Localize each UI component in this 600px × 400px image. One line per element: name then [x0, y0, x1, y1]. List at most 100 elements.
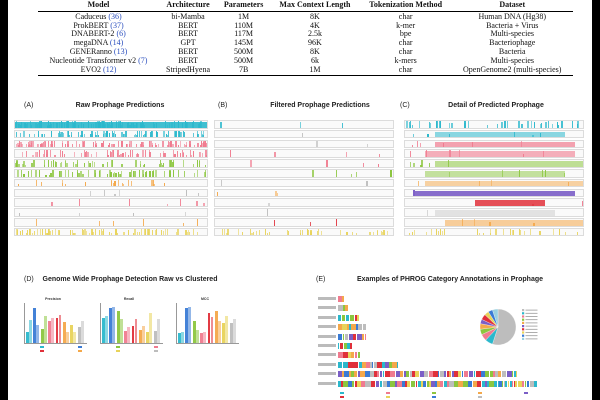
feature-mark [539, 231, 542, 236]
feature-mark [430, 228, 432, 236]
pie-legend-swatch [522, 331, 525, 334]
feature-mark [175, 130, 177, 138]
gene-segment [499, 380, 502, 387]
citation-link[interactable]: (13) [113, 46, 128, 56]
feature-mark [15, 131, 18, 138]
feature-mark [440, 229, 441, 236]
feature-mark [21, 151, 23, 157]
bar [70, 324, 74, 343]
feature-mark [490, 233, 492, 236]
feature-mark [84, 133, 86, 138]
cell-tokenization-text: bpe [399, 29, 412, 39]
feature-mark [90, 162, 92, 167]
cell-model-text: Nucleotide Transformer v2 [49, 55, 137, 65]
feature-mark [70, 131, 72, 138]
feature-mark [178, 145, 179, 148]
cell-dataset: Multi-species [452, 29, 574, 39]
feature-mark [141, 169, 144, 177]
feature-mark [30, 170, 33, 177]
gene-segment [345, 305, 348, 312]
feature-mark [430, 123, 432, 128]
gene-segment [352, 380, 355, 387]
citation-link[interactable]: (6) [116, 29, 126, 39]
feature-mark [106, 173, 109, 177]
cell-model: DNABERT-2 (6) [38, 29, 159, 39]
feature-mark [47, 228, 49, 236]
feature-mark [186, 231, 189, 236]
panel-b-letter: (B) [218, 102, 228, 109]
annotation-row [338, 343, 352, 349]
feature-mark [139, 164, 141, 167]
feature-mark [531, 120, 532, 128]
gene-segment [353, 361, 359, 368]
feature-mark [413, 162, 415, 167]
feature-mark [67, 169, 69, 177]
feature-mark [132, 171, 134, 177]
cell-tokenization: char [360, 47, 452, 57]
gene-segment [340, 380, 343, 387]
feature-mark [75, 164, 77, 167]
bar [210, 317, 214, 343]
gene-segment [409, 371, 413, 378]
feature-mark [152, 180, 155, 187]
gene-segment [351, 361, 354, 368]
citation-link[interactable]: (7) [138, 55, 148, 65]
gene-segment [354, 314, 357, 321]
citation-link[interactable]: (36) [108, 11, 122, 21]
feature-mark [383, 229, 385, 236]
gene-segment [357, 380, 361, 387]
feature-mark [100, 228, 102, 236]
feature-mark [65, 163, 68, 167]
annotation-row [338, 324, 366, 331]
genome-track [404, 159, 584, 168]
header-tokenization: Tokenization Method [359, 0, 452, 12]
citation-link[interactable]: (12) [103, 64, 117, 74]
feature-mark [118, 140, 119, 148]
genome-track [404, 169, 584, 178]
feature-mark [196, 218, 198, 226]
feature-mark [335, 219, 337, 226]
pie-legend-label [525, 328, 538, 330]
feature-mark [52, 169, 54, 177]
feature-mark [72, 230, 74, 236]
feature-mark [206, 153, 207, 157]
pie-legend-label [525, 319, 538, 321]
feature-mark [108, 132, 110, 138]
pie-legend-label [525, 309, 538, 311]
feature-mark [113, 143, 115, 148]
cell-architecture-text: BERT [178, 46, 199, 56]
feature-mark [24, 164, 26, 167]
legend-swatch [78, 346, 82, 348]
genome-track [214, 169, 394, 178]
gene-segment [390, 371, 396, 378]
feature-mark [106, 130, 109, 138]
feature-mark [138, 169, 140, 177]
gene-segment [417, 380, 421, 387]
citation-link[interactable]: (37) [110, 20, 124, 30]
genome-track [14, 159, 208, 168]
gene-segment [402, 380, 405, 387]
feature-mark [478, 232, 480, 236]
feature-mark [39, 229, 41, 236]
feature-mark [77, 161, 79, 167]
gene-segment [437, 380, 440, 387]
feature-mark [173, 150, 174, 157]
feature-mark [166, 135, 169, 138]
citation-link[interactable]: (14) [109, 38, 124, 48]
gene-segment [351, 371, 354, 378]
gene-segment [449, 371, 452, 378]
gene-segment [423, 371, 429, 378]
gene-segment [339, 343, 344, 349]
feature-mark [133, 213, 134, 216]
feature-mark [561, 120, 564, 128]
feature-mark [160, 163, 162, 167]
gene-segment [447, 380, 450, 387]
gene-segment [349, 371, 351, 378]
feature-mark [27, 170, 29, 177]
feature-mark [18, 143, 20, 148]
feature-mark [202, 130, 204, 138]
gene-segment [440, 380, 444, 387]
cell-architecture: BERT [159, 21, 217, 31]
feature-mark [84, 162, 85, 167]
feature-mark [37, 144, 39, 148]
